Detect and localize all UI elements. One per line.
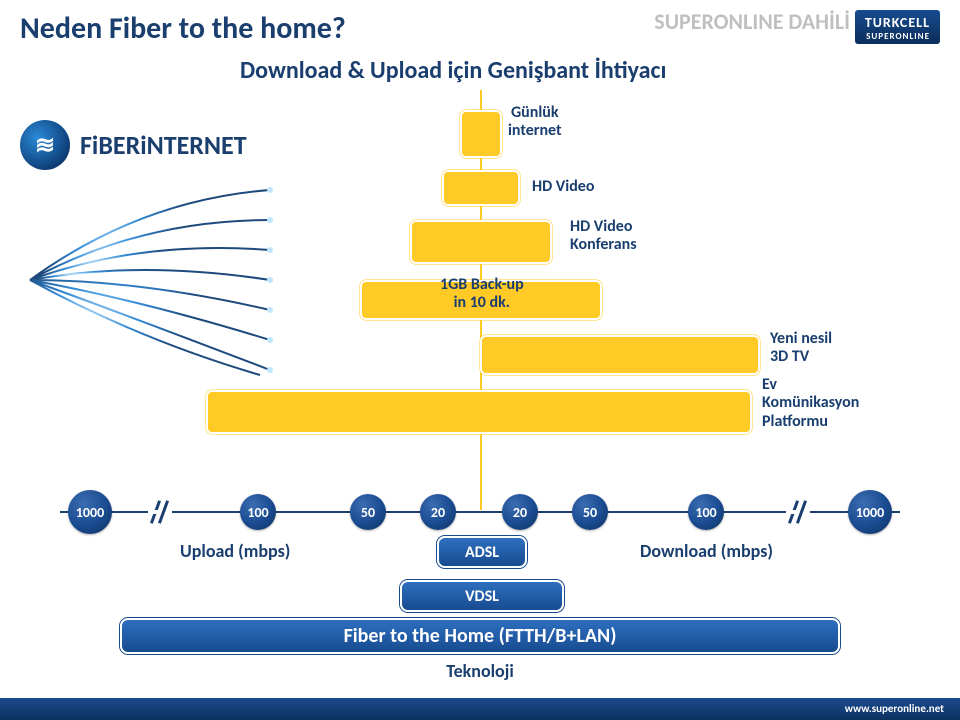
tech-adsl: ADSL (437, 536, 527, 568)
axis-point-20-upload: 20 (420, 494, 456, 530)
axis-point-50-upload: 50 (350, 494, 386, 530)
footer-url: www.superonline.net (0, 698, 960, 720)
tech-ftth: Fiber to the Home (FTTH/B+LAN) (120, 618, 840, 654)
label-backup: 1GB Back-upin 10 dk. (440, 276, 524, 313)
axis-point-20-download: 20 (502, 494, 538, 530)
label-hd-video: HD Video (532, 178, 594, 196)
bandwidth-chart: Günlükinternet HD Video HD VideoKonferan… (60, 90, 900, 510)
label-home-platform: EvKomünikasyonPlatformu (762, 376, 859, 431)
bar-daily-internet (460, 110, 502, 158)
bar-hd-video-conf (410, 220, 552, 264)
bar-3dtv (480, 335, 760, 375)
axis-line (60, 511, 900, 513)
label-3dtv: Yeni nesil3D TV (770, 330, 832, 367)
axis-point-100-upload: 100 (240, 494, 276, 530)
brand-logo: TURKCELL SUPERONLINE (855, 10, 940, 44)
tech-vdsl: VDSL (400, 580, 564, 612)
axis-row: 1000 100 50 20 20 50 100 1000 (0, 490, 960, 534)
axis-point-100-download: 100 (688, 494, 724, 530)
axis-label-download: Download (mbps) (640, 540, 773, 562)
tech-axis-label: Teknoloji (0, 660, 960, 682)
axis-point-50-download: 50 (572, 494, 608, 530)
label-daily-internet: Günlükinternet (508, 104, 562, 141)
page-title: Neden Fiber to the home? (20, 10, 346, 47)
brand-line1: TURKCELL (865, 14, 930, 31)
watermark-text: SUPERONLINE DAHİLİ (654, 8, 850, 35)
axis-break-right (786, 502, 810, 522)
label-hd-video-conf: HD VideoKonferans (570, 218, 637, 255)
chart-subtitle: Download & Upload için Genişbant İhtiyac… (240, 56, 666, 85)
bar-hd-video (442, 170, 520, 206)
axis-point-1000-upload: 1000 (68, 490, 112, 534)
bar-home-platform (206, 390, 752, 434)
axis-break-left (148, 502, 172, 522)
axis-label-upload: Upload (mbps) (180, 540, 290, 562)
brand-line2: SUPERONLINE (865, 31, 930, 42)
axis-point-1000-download: 1000 (848, 490, 892, 534)
